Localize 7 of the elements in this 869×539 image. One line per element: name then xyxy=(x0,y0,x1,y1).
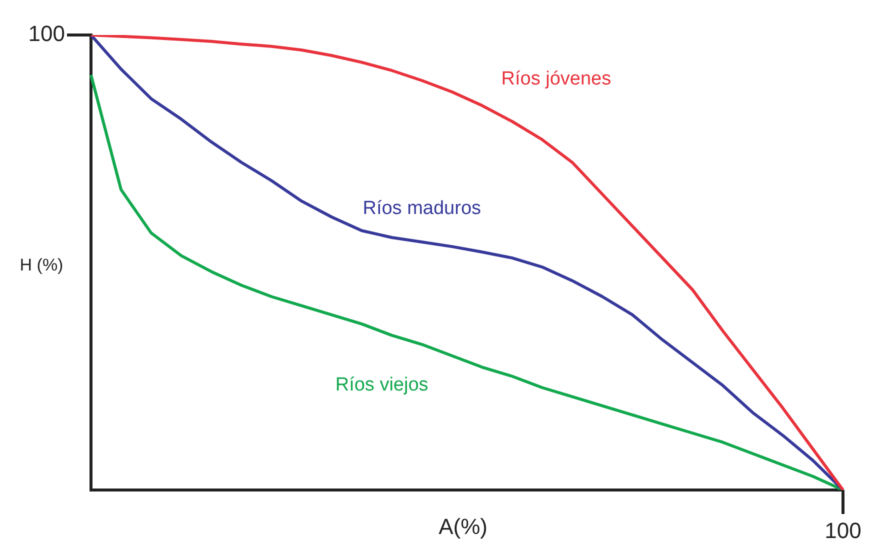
series-label: Ríos jóvenes xyxy=(501,68,612,90)
text: 100 xyxy=(824,518,862,539)
series-label: Ríos maduros xyxy=(362,198,482,220)
y-axis-title: H (%) xyxy=(20,256,64,274)
series-label: Ríos viejos xyxy=(335,374,428,396)
text: 100 xyxy=(28,21,65,46)
x-axis-title: A(%) xyxy=(438,514,488,539)
